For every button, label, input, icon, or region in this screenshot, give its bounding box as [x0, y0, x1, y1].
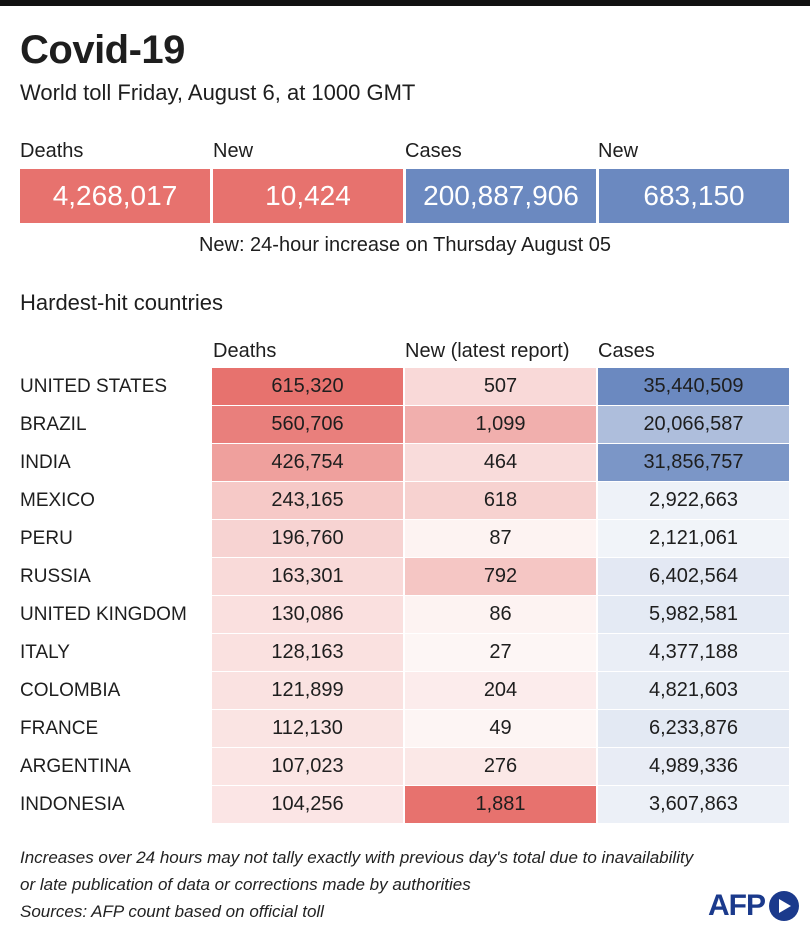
- country-name: COLOMBIA: [20, 680, 121, 701]
- top-rule: [0, 0, 810, 6]
- cases-cell: 6,402,564: [598, 558, 789, 596]
- deaths-cell: 560,706: [212, 406, 403, 444]
- new-deaths-cell: 618: [405, 482, 596, 520]
- total-deaths-box: 4,268,017: [20, 169, 210, 223]
- deaths-cell: 121,899: [212, 672, 403, 710]
- column-header-new: New (latest report): [405, 340, 570, 362]
- chart-title: Covid-19: [20, 28, 185, 72]
- deaths-cell: 112,130: [212, 710, 403, 748]
- table-row: UNITED STATES 615,320 507 35,440,509: [0, 368, 810, 406]
- source-note: Sources: AFP count based on official tol…: [20, 902, 324, 921]
- country-name: FRANCE: [20, 718, 99, 739]
- table-row: MEXICO 243,165 618 2,922,663: [0, 482, 810, 520]
- country-name: INDIA: [20, 452, 71, 473]
- new-deaths-label: New: [213, 140, 254, 162]
- new-deaths-box: 10,424: [213, 169, 403, 223]
- table-row: INDONESIA 104,256 1,881 3,607,863: [0, 786, 810, 824]
- deaths-cell: 104,256: [212, 786, 403, 824]
- country-name: MEXICO: [20, 490, 95, 511]
- new-deaths-cell: 49: [405, 710, 596, 748]
- country-name: ARGENTINA: [20, 756, 131, 777]
- total-cases-box: 200,887,906: [406, 169, 596, 223]
- country-name: RUSSIA: [20, 566, 91, 587]
- deaths-cell: 130,086: [212, 596, 403, 634]
- country-name: UNITED KINGDOM: [20, 604, 187, 625]
- cases-cell: 5,982,581: [598, 596, 789, 634]
- deaths-cell: 163,301: [212, 558, 403, 596]
- deaths-cell: 107,023: [212, 748, 403, 786]
- footnote-line: or late publication of data or correctio…: [20, 875, 471, 894]
- new-deaths-cell: 464: [405, 444, 596, 482]
- column-header-cases: Cases: [598, 340, 655, 362]
- country-name: PERU: [20, 528, 73, 549]
- deaths-cell: 426,754: [212, 444, 403, 482]
- column-header-deaths: Deaths: [213, 340, 277, 362]
- cases-cell: 2,922,663: [598, 482, 789, 520]
- table-row: COLOMBIA 121,899 204 4,821,603: [0, 672, 810, 710]
- deaths-cell: 196,760: [212, 520, 403, 558]
- deaths-cell: 615,320: [212, 368, 403, 406]
- cases-cell: 31,856,757: [598, 444, 789, 482]
- cases-cell: 4,377,188: [598, 634, 789, 672]
- table-row: ARGENTINA 107,023 276 4,989,336: [0, 748, 810, 786]
- section-title: Hardest-hit countries: [20, 290, 223, 315]
- afp-logo-mark-icon: [769, 891, 799, 921]
- table-row: RUSSIA 163,301 792 6,402,564: [0, 558, 810, 596]
- cases-cell: 20,066,587: [598, 406, 789, 444]
- cases-label: Cases: [405, 140, 462, 162]
- new-deaths-cell: 507: [405, 368, 596, 406]
- afp-logo-text: AFP: [708, 889, 766, 922]
- new-deaths-cell: 1,099: [405, 406, 596, 444]
- new-deaths-cell: 27: [405, 634, 596, 672]
- deaths-cell: 128,163: [212, 634, 403, 672]
- afp-logo: AFP: [708, 886, 799, 926]
- new-deaths-cell: 1,881: [405, 786, 596, 824]
- country-name: INDONESIA: [20, 794, 125, 815]
- new-cases-box: 683,150: [599, 169, 789, 223]
- cases-cell: 4,989,336: [598, 748, 789, 786]
- chart-subtitle: World toll Friday, August 6, at 1000 GMT: [20, 80, 416, 105]
- cases-cell: 35,440,509: [598, 368, 789, 406]
- cases-cell: 4,821,603: [598, 672, 789, 710]
- new-deaths-cell: 87: [405, 520, 596, 558]
- footnotes: Increases over 24 hours may not tally ex…: [20, 844, 693, 925]
- deaths-cell: 243,165: [212, 482, 403, 520]
- new-deaths-cell: 86: [405, 596, 596, 634]
- table-row: BRAZIL 560,706 1,099 20,066,587: [0, 406, 810, 444]
- table-row: PERU 196,760 87 2,121,061: [0, 520, 810, 558]
- cases-cell: 3,607,863: [598, 786, 789, 824]
- cases-cell: 2,121,061: [598, 520, 789, 558]
- cases-cell: 6,233,876: [598, 710, 789, 748]
- table-row: ITALY 128,163 27 4,377,188: [0, 634, 810, 672]
- new-definition-note: New: 24-hour increase on Thursday August…: [198, 234, 612, 256]
- footnote-line: Increases over 24 hours may not tally ex…: [20, 848, 694, 867]
- new-deaths-cell: 792: [405, 558, 596, 596]
- deaths-label: Deaths: [20, 140, 84, 162]
- country-name: BRAZIL: [20, 414, 87, 435]
- country-name: ITALY: [20, 642, 70, 663]
- table-row: UNITED KINGDOM 130,086 86 5,982,581: [0, 596, 810, 634]
- new-deaths-cell: 204: [405, 672, 596, 710]
- table-row: FRANCE 112,130 49 6,233,876: [0, 710, 810, 748]
- new-deaths-cell: 276: [405, 748, 596, 786]
- country-name: UNITED STATES: [20, 376, 168, 397]
- table-row: INDIA 426,754 464 31,856,757: [0, 444, 810, 482]
- new-cases-label: New: [598, 140, 639, 162]
